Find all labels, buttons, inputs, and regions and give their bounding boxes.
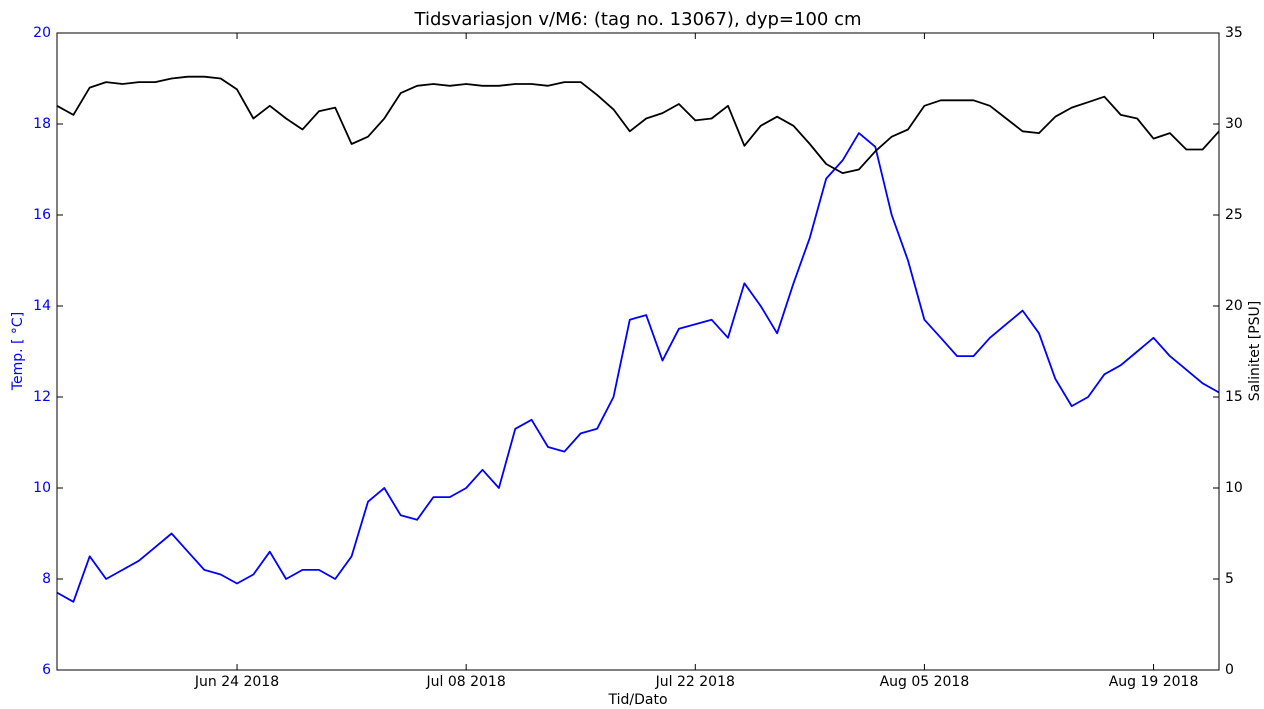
y2-tick-label: 10 (1225, 480, 1243, 496)
y-tick-label: 20 (33, 25, 51, 41)
y2-tick-label: 5 (1225, 571, 1234, 587)
y-tick-label: 8 (42, 571, 51, 587)
line-series (56, 132, 1220, 603)
y2-tick-label: 35 (1225, 25, 1243, 41)
x-tick-label: Aug 19 2018 (1109, 674, 1199, 690)
y2-axis-label: Salinitet [PSU] (1247, 301, 1263, 402)
y-axis-label: Temp. [ °C] (10, 312, 26, 391)
y-tick-label: 14 (33, 298, 51, 314)
y2-tick-label: 20 (1225, 298, 1243, 314)
y2-tick-label: 0 (1225, 662, 1234, 678)
y2-tick-label: 25 (1225, 207, 1243, 223)
x-tick-label: Jul 08 2018 (426, 674, 506, 690)
y-tick-label: 12 (33, 389, 51, 405)
x-tick-label: Aug 05 2018 (880, 674, 970, 690)
y-tick-label: 10 (33, 480, 51, 496)
y-tick-label: 6 (42, 662, 51, 678)
y2-tick-label: 30 (1225, 116, 1243, 132)
line-series (56, 75, 1220, 174)
plot-frame (56, 32, 1220, 671)
y-tick-label: 18 (33, 116, 51, 132)
x-tick-label: Jun 24 2018 (194, 674, 279, 690)
x-axis-label: Tid/Dato (607, 692, 667, 708)
x-tick-label: Jul 22 2018 (655, 674, 735, 690)
y2-tick-label: 15 (1225, 389, 1243, 405)
y-tick-label: 16 (33, 207, 51, 223)
chart-title: Tidsvariasjon v/M6: (tag no. 13067), dyp… (414, 9, 862, 30)
